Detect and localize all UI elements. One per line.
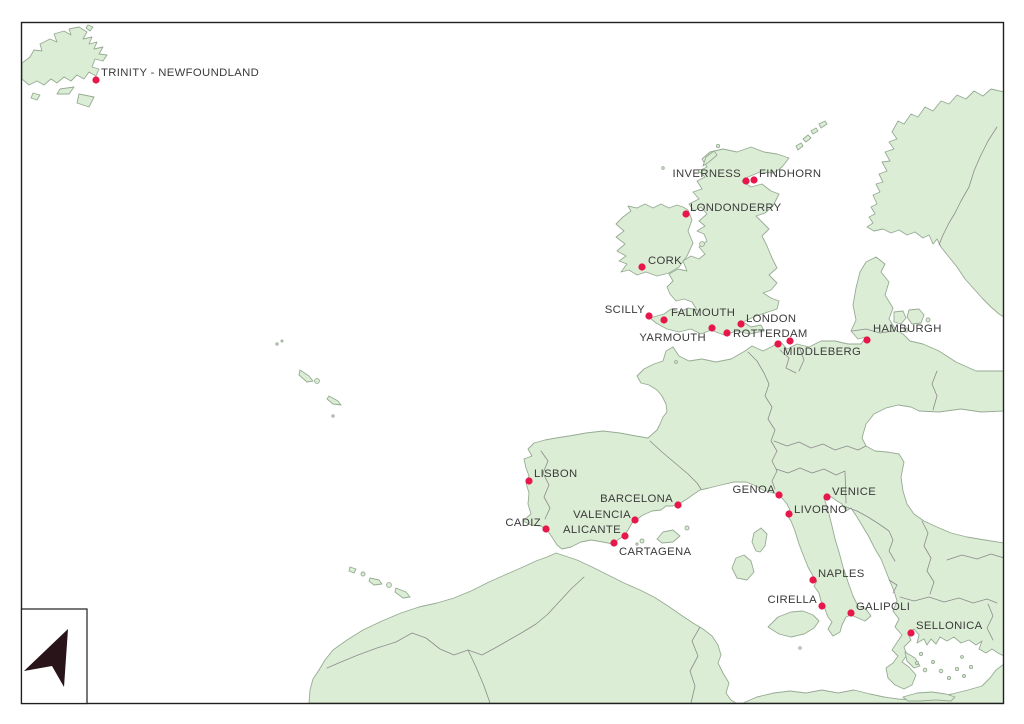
city-label-alicante: ALICANTE — [563, 524, 621, 536]
map-frame — [20, 21, 1005, 705]
city-marker-galipoli — [847, 609, 855, 617]
unlabeled-marker-1 — [723, 329, 731, 337]
city-marker-middleberg — [774, 340, 782, 348]
city-marker-londonderry — [682, 210, 690, 218]
city-marker-alicante — [621, 532, 629, 540]
city-label-cork: CORK — [648, 255, 682, 267]
landmass-atlantic-islands — [275, 339, 678, 599]
city-marker-naples — [809, 576, 817, 584]
city-label-genoa: GENOA — [732, 484, 775, 496]
map-layers: TRINITY - NEWFOUNDLAND INVERNESS FINDHORN L… — [21, 24, 1004, 704]
city-marker-hamburgh — [863, 336, 871, 344]
city-label-londonderry: LONDONDERRY — [690, 202, 782, 214]
city-marker-scilly — [645, 312, 653, 320]
city-label-scilly: SCILLY — [605, 304, 645, 316]
city-label-lisbon: LISBON — [534, 468, 578, 480]
city-marker-lisbon — [525, 477, 533, 485]
city-marker-cartagena — [610, 539, 618, 547]
city-label-cirella: CIRELLA — [767, 594, 817, 606]
north-arrow-icon — [24, 629, 68, 687]
city-marker-london — [737, 320, 745, 328]
city-marker-venice — [823, 493, 831, 501]
city-marker-inverness — [742, 177, 750, 185]
landmass-scandinavia — [866, 88, 1004, 318]
city-label-barcelona: BARCELONA — [600, 493, 673, 505]
city-marker-genoa — [775, 491, 783, 499]
city-label-venice: VENICE — [832, 486, 876, 498]
city-marker-cadiz — [542, 525, 550, 533]
city-marker-yarmouth — [708, 324, 716, 332]
landmass-great-britain — [649, 146, 790, 336]
city-label-inverness: INVERNESS — [673, 168, 742, 180]
city-label-sellonica: SELLONICA — [916, 620, 983, 632]
city-label-middleberg: MIDDLEBERG — [783, 346, 861, 358]
landmass-mediterranean-islands — [635, 525, 974, 702]
city-label-valencia: VALENCIA — [573, 509, 631, 521]
city-marker-trinity-newfoundland — [92, 76, 100, 84]
city-marker-findhorn — [750, 176, 758, 184]
landmass-ireland — [615, 203, 694, 277]
city-label-cadiz: CADIZ — [505, 517, 541, 529]
border-norway-sweden — [938, 126, 998, 246]
region-central-europe-unfilled — [861, 404, 1004, 544]
city-label-hamburgh: HAMBURGH — [873, 323, 942, 335]
landmass-scottish-isles — [661, 120, 828, 247]
city-label-galipoli: GALIPOLI — [856, 601, 910, 613]
city-label-london: LONDON — [746, 313, 796, 325]
city-marker-livorno — [785, 510, 793, 518]
city-label-trinity-newfoundland: TRINITY - NEWFOUNDLAND — [101, 67, 259, 79]
north-arrow-box — [20, 608, 88, 705]
country-borders — [326, 328, 1004, 704]
city-marker-cirella — [818, 602, 826, 610]
city-marker-falmouth — [660, 316, 668, 324]
city-label-falmouth: FALMOUTH — [671, 307, 735, 319]
landmass-continental-europe — [522, 256, 1004, 690]
city-marker-sellonica — [907, 629, 915, 637]
city-label-rotterdam: ROTTERDAM — [733, 328, 808, 340]
landmass-newfoundland — [21, 24, 108, 108]
city-marker-cork — [638, 263, 646, 271]
city-marker-barcelona — [674, 501, 682, 509]
city-label-naples: NAPLES — [818, 568, 865, 580]
city-marker-valencia — [631, 516, 639, 524]
city-marker-rotterdam — [786, 337, 794, 345]
city-label-livorno: LIVORNO — [794, 504, 847, 516]
landmass-danish-isles — [893, 308, 931, 333]
city-label-findhorn: FINDHORN — [759, 168, 821, 180]
city-label-yarmouth: YARMOUTH — [639, 332, 706, 344]
city-label-cartagena: CARTAGENA — [619, 546, 692, 558]
landmass-north-africa — [308, 552, 1004, 704]
city-layer: TRINITY - NEWFOUNDLAND INVERNESS FINDHORN L… — [92, 67, 982, 637]
